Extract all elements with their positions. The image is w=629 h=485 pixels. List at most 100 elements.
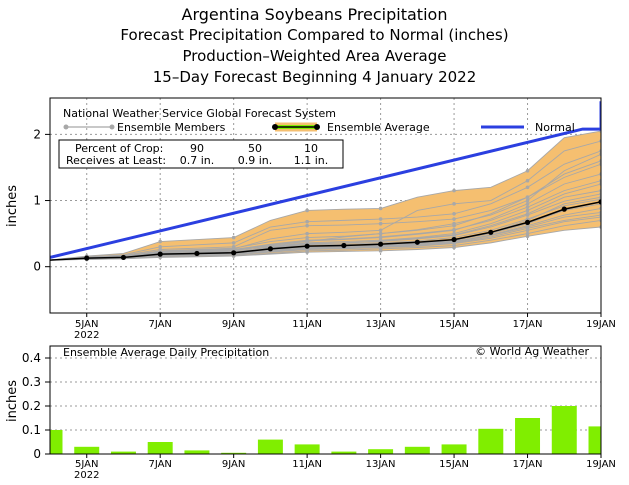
daily-precip-bar bbox=[478, 428, 504, 454]
bottom-x-tick-label: 17JAN bbox=[513, 459, 543, 470]
ensemble-average-point bbox=[488, 229, 494, 235]
daily-precip-bar bbox=[441, 444, 467, 454]
ensemble-average-point bbox=[341, 242, 347, 249]
receives-header: Receives at Least: bbox=[66, 154, 166, 167]
top-x-tick-label: 15JAN bbox=[439, 319, 469, 330]
ensemble-member-point bbox=[378, 221, 383, 226]
ensemble-average-points bbox=[84, 199, 601, 261]
daily-precip-bar bbox=[368, 449, 394, 454]
ensemble-member-point bbox=[378, 247, 383, 251]
ensemble-member-point bbox=[378, 217, 383, 221]
daily-precip-bar bbox=[74, 446, 100, 454]
ensemble-average-point bbox=[157, 251, 163, 257]
top-y-ticks: 0 1 2 bbox=[33, 127, 50, 274]
bottom-y-ticks: 0 0.1 0.2 0.3 0.4 bbox=[22, 351, 50, 461]
ensemble-member-point bbox=[525, 168, 530, 173]
ensemble-member-point bbox=[452, 221, 456, 226]
bottom-y-axis-label: inches bbox=[5, 380, 20, 422]
percent-value-90: 90 bbox=[190, 142, 204, 155]
bottom-x-tick-label: 5JAN bbox=[75, 459, 98, 470]
ensemble-member-point bbox=[452, 243, 456, 248]
ensemble-member-point bbox=[525, 178, 530, 183]
ensemble-average-point bbox=[598, 199, 601, 205]
average-legend-marker bbox=[272, 124, 278, 130]
receives-value-90: 0.7 in. bbox=[180, 154, 215, 167]
ensemble-member-point bbox=[158, 245, 162, 249]
ensemble-members bbox=[50, 129, 601, 262]
top-y-axis-label: inches bbox=[5, 185, 20, 227]
ensemble-member-point bbox=[525, 211, 530, 216]
percent-value-10: 10 bbox=[304, 142, 318, 155]
bottom-y-tick-label: 0.4 bbox=[22, 351, 41, 365]
ensemble-member-point bbox=[525, 198, 530, 203]
top-x-tick-label: 9JAN bbox=[222, 319, 245, 330]
top-plot-area bbox=[50, 101, 601, 262]
ensemble-average-point bbox=[378, 241, 384, 247]
ensemble-member-point bbox=[231, 235, 236, 240]
daily-precip-bar bbox=[551, 406, 577, 454]
top-y-tick-label: 2 bbox=[33, 127, 41, 141]
daily-precip-bar bbox=[221, 452, 247, 454]
ensemble-member-point bbox=[525, 231, 530, 236]
chart-subtitle: Forecast Precipitation Compared to Norma… bbox=[120, 26, 509, 44]
ensemble-member-line bbox=[50, 219, 601, 261]
ensemble-member-point bbox=[158, 239, 162, 244]
daily-precip-bar bbox=[404, 446, 430, 454]
ensemble-member-point bbox=[305, 231, 309, 236]
top-x-tick-label: 7JAN bbox=[148, 319, 171, 330]
ensemble-member-point bbox=[525, 225, 530, 229]
bottom-x-tick-sublabel: 2022 bbox=[74, 470, 99, 481]
ensemble-member-point bbox=[305, 235, 309, 240]
top-x-tick-sublabel: 2022 bbox=[74, 330, 99, 341]
ensemble-member-line bbox=[50, 183, 601, 261]
ensemble-member-point bbox=[378, 228, 383, 233]
top-x-tick-label: 5JAN bbox=[75, 319, 98, 330]
ensemble-member-point bbox=[525, 185, 530, 190]
normal-legend-label: Normal bbox=[535, 121, 575, 134]
bottom-chart-title: Ensemble Average Daily Precipitation bbox=[63, 346, 269, 359]
top-plot-frame bbox=[49, 97, 602, 314]
top-x-tick-label: 17JAN bbox=[513, 319, 543, 330]
ensemble-member-point bbox=[231, 241, 236, 245]
top-x-tick-label: 19JAN bbox=[586, 319, 616, 330]
chart-subtitle-3: 15–Day Forecast Beginning 4 January 2022 bbox=[152, 68, 477, 86]
daily-precip-bar bbox=[294, 444, 320, 454]
chart-title: Argentina Soybeans Precipitation bbox=[181, 5, 448, 24]
ensemble-member-point bbox=[305, 208, 309, 213]
ensemble-average-line bbox=[50, 201, 601, 261]
ensemble-member-point bbox=[525, 208, 530, 213]
ensemble-member-point bbox=[452, 202, 456, 206]
ensemble-member-point bbox=[452, 233, 456, 237]
ensemble-member-line bbox=[50, 163, 601, 261]
title-block: Argentina Soybeans Precipitation Forecas… bbox=[0, 4, 629, 88]
ensemble-average-point bbox=[561, 206, 567, 212]
top-x-tick-label: 13JAN bbox=[366, 319, 396, 330]
ensemble-average-point bbox=[304, 243, 310, 249]
ensemble-average-point bbox=[451, 236, 457, 243]
ensemble-average-point bbox=[267, 246, 273, 252]
daily-precip-bar bbox=[515, 418, 541, 454]
ensemble-average-point bbox=[194, 250, 200, 257]
percent-table-box bbox=[58, 139, 344, 169]
bottom-x-tick-label: 13JAN bbox=[366, 459, 396, 470]
percent-value-50: 50 bbox=[248, 142, 262, 155]
top-x-tick-label: 11JAN bbox=[292, 319, 322, 330]
ensemble-member-line bbox=[50, 130, 601, 261]
daily-precip-bar bbox=[331, 451, 357, 454]
ensemble-member-point bbox=[305, 219, 309, 224]
members-legend-marker bbox=[109, 124, 115, 130]
receives-value-10: 1.1 in. bbox=[294, 154, 329, 167]
bottom-y-tick-label: 0.2 bbox=[22, 399, 41, 413]
daily-precip-bars bbox=[50, 406, 601, 454]
ensemble-member-point bbox=[305, 223, 309, 228]
daily-precip-bar bbox=[184, 450, 210, 454]
ensemble-member-point bbox=[452, 217, 456, 221]
ensemble-member-point bbox=[525, 195, 530, 200]
ensemble-member-point bbox=[452, 188, 456, 193]
top-y-tick-label: 1 bbox=[33, 194, 41, 208]
ensemble-average-point bbox=[84, 255, 90, 261]
daily-precip-bar bbox=[50, 430, 63, 454]
